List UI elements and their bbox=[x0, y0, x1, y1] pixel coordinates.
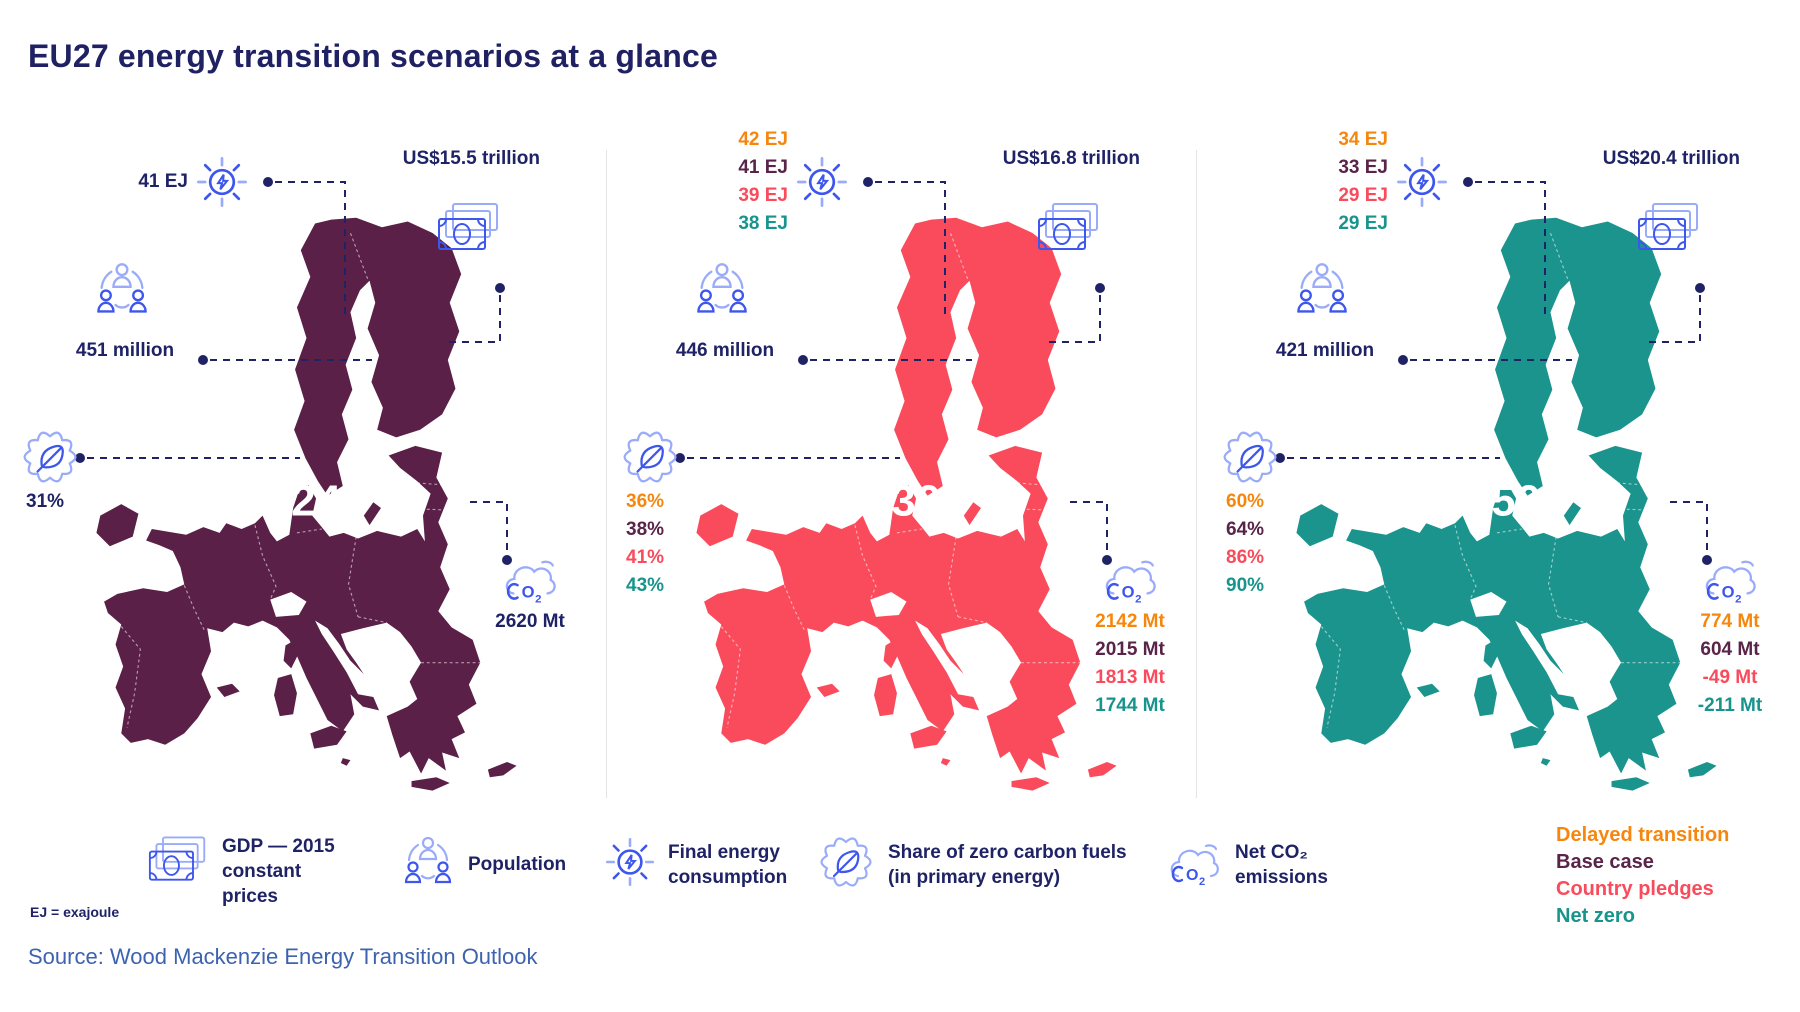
sun-energy-icon bbox=[604, 836, 656, 888]
final-energy-values: 42 EJ 41 EJ 39 EJ 38 EJ bbox=[628, 126, 788, 238]
net-co2-values: 774 Mt 604 Mt -49 Mt -211 Mt bbox=[1652, 608, 1800, 720]
leaf-gear-icon bbox=[21, 428, 79, 486]
money-icon bbox=[1037, 202, 1101, 252]
net-co2-value: 604 Mt bbox=[1700, 639, 1760, 660]
leaf-gear-icon bbox=[818, 834, 874, 890]
year-label: 2024 bbox=[240, 477, 342, 526]
final-energy-value: 42 EJ bbox=[738, 129, 788, 150]
legend-label-gdp: GDP — 2015 constant prices bbox=[222, 836, 335, 907]
gdp-value: US$16.8 trillion bbox=[1002, 148, 1140, 169]
final-energy-value: 29 EJ bbox=[1338, 213, 1388, 234]
final-energy-values: 34 EJ 33 EJ 29 EJ 29 EJ bbox=[1228, 126, 1388, 238]
final-energy-value: 39 EJ bbox=[738, 185, 788, 206]
co2-cloud-icon bbox=[1103, 556, 1161, 606]
zero-carbon-value: 60% bbox=[1226, 491, 1265, 512]
footnote: EJ = exajoule bbox=[30, 904, 120, 920]
final-energy-value: 33 EJ bbox=[1338, 157, 1388, 178]
zero-carbon-value: 38% bbox=[626, 519, 665, 540]
panel-2050: 2050 34 EJ 33 EJ 29 EJ 29 EJ US$20.4 tri… bbox=[1200, 120, 1800, 810]
final-energy-value: 38 EJ bbox=[738, 213, 788, 234]
money-icon bbox=[1637, 202, 1701, 252]
scenario-base-case: Base case bbox=[1556, 851, 1654, 873]
population-value: 446 million bbox=[675, 340, 775, 361]
money-icon bbox=[148, 834, 208, 884]
final-energy-value: 41 EJ bbox=[738, 157, 788, 178]
net-co2-value: -49 Mt bbox=[1702, 667, 1758, 688]
panel-divider bbox=[606, 150, 607, 798]
population-value: 451 million bbox=[75, 340, 175, 361]
scenario-legend: Delayed transition Base case Country ple… bbox=[1556, 822, 1729, 930]
scenario-delayed-transition: Delayed transition bbox=[1556, 824, 1730, 846]
net-co2-value: 2142 Mt bbox=[1095, 611, 1165, 632]
scenario-country-pledges: Country pledges bbox=[1556, 878, 1714, 900]
net-co2-value: 2620 Mt bbox=[495, 611, 565, 632]
co2-cloud-icon bbox=[503, 556, 561, 606]
legend-label-final-energy: Final energy consumption bbox=[668, 842, 788, 888]
scenario-panels: 2024 41 EJ US$15.5 trillion 451 million … bbox=[0, 120, 1800, 810]
panel-2030: 2030 42 EJ 41 EJ 39 EJ 38 EJ US$16.8 tri… bbox=[600, 120, 1200, 810]
source-note: Source: Wood Mackenzie Energy Transition… bbox=[28, 944, 538, 969]
people-icon bbox=[692, 260, 752, 320]
sun-energy-icon bbox=[195, 155, 249, 209]
population-value: 421 million bbox=[1275, 340, 1375, 361]
net-co2-value: 1813 Mt bbox=[1095, 667, 1165, 688]
zero-carbon-values: 31% bbox=[26, 488, 136, 516]
money-icon bbox=[437, 202, 501, 252]
zero-carbon-value: 64% bbox=[1226, 519, 1265, 540]
zero-carbon-values: 36% 38% 41% 43% bbox=[626, 488, 736, 600]
net-co2-values: 2142 Mt 2015 Mt 1813 Mt 1744 Mt bbox=[1052, 608, 1208, 720]
net-co2-value: 774 Mt bbox=[1700, 611, 1760, 632]
people-icon bbox=[400, 834, 456, 890]
panel-2024: 2024 41 EJ US$15.5 trillion 451 million … bbox=[0, 120, 600, 810]
zero-carbon-value: 36% bbox=[626, 491, 665, 512]
final-energy-value: 29 EJ bbox=[1338, 185, 1388, 206]
final-energy-values: 41 EJ bbox=[28, 126, 188, 238]
zero-carbon-value: 90% bbox=[1226, 575, 1265, 596]
leaf-gear-icon bbox=[1221, 428, 1279, 486]
co2-cloud-icon bbox=[1168, 840, 1224, 888]
net-co2-value: 1744 Mt bbox=[1095, 695, 1165, 716]
year-label: 2050 bbox=[1440, 477, 1542, 526]
sun-energy-icon bbox=[1395, 155, 1449, 209]
net-co2-values: 2620 Mt bbox=[452, 608, 608, 636]
people-icon bbox=[92, 260, 152, 320]
legend-label-net-co2: Net CO₂ emissions bbox=[1235, 842, 1328, 888]
zero-carbon-value: 41% bbox=[626, 547, 665, 568]
legend: GDP — 2015 constant prices Population Fi… bbox=[0, 818, 1800, 928]
panel-divider bbox=[1196, 150, 1197, 798]
year-label: 2030 bbox=[840, 477, 942, 526]
zero-carbon-value: 43% bbox=[626, 575, 665, 596]
legend-label-zero-carbon: Share of zero carbon fuels (in primary e… bbox=[888, 842, 1127, 888]
scenario-net-zero: Net zero bbox=[1556, 905, 1635, 927]
gdp-value: US$20.4 trillion bbox=[1602, 148, 1740, 169]
legend-label-population: Population bbox=[468, 854, 567, 875]
co2-cloud-icon bbox=[1703, 556, 1761, 606]
zero-carbon-value: 86% bbox=[1226, 547, 1265, 568]
zero-carbon-values: 60% 64% 86% 90% bbox=[1226, 488, 1336, 600]
page-title: EU27 energy transition scenarios at a gl… bbox=[28, 38, 718, 74]
net-co2-value: -211 Mt bbox=[1697, 695, 1763, 716]
net-co2-value: 2015 Mt bbox=[1095, 639, 1165, 660]
leaf-gear-icon bbox=[621, 428, 679, 486]
people-icon bbox=[1292, 260, 1352, 320]
final-energy-value: 34 EJ bbox=[1338, 129, 1388, 150]
sun-energy-icon bbox=[795, 155, 849, 209]
zero-carbon-value: 31% bbox=[26, 491, 65, 512]
gdp-value: US$15.5 trillion bbox=[402, 148, 540, 169]
final-energy-value: 41 EJ bbox=[138, 171, 188, 192]
